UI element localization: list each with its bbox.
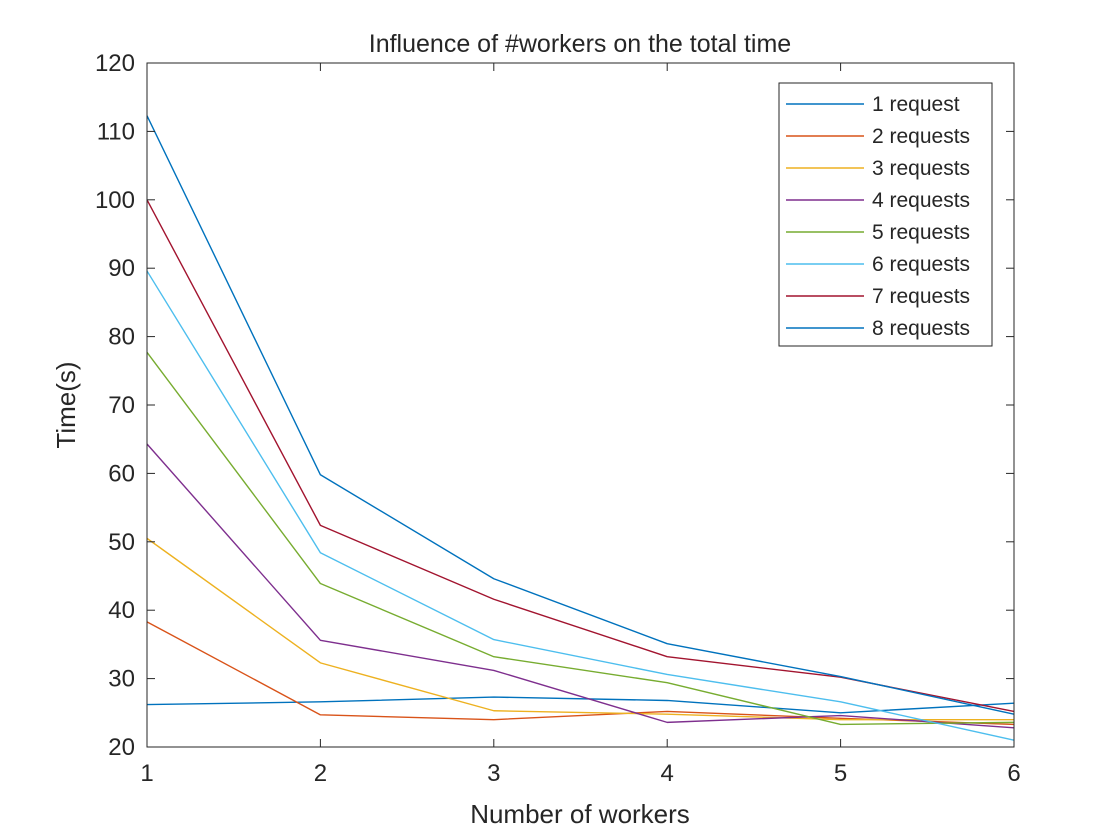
- legend-label-2: 2 requests: [872, 125, 970, 148]
- y-tick-label: 120: [95, 50, 135, 77]
- x-tick-label: 3: [487, 760, 500, 787]
- legend-label-3: 3 requests: [872, 157, 970, 180]
- y-tick-label: 50: [108, 529, 135, 556]
- series-line-8: [146, 115, 1015, 715]
- series-line-6: [146, 270, 1015, 741]
- legend-label-8: 8 requests: [872, 317, 970, 340]
- y-tick-label: 70: [108, 392, 135, 419]
- series-line-3: [146, 537, 1014, 721]
- legend-label-6: 6 requests: [872, 253, 970, 276]
- legend-label-5: 5 requests: [872, 221, 970, 244]
- x-axis: 1 2 3 4 5 6: [140, 63, 1021, 787]
- series-line-5: [146, 351, 1015, 726]
- series-line-1: [146, 696, 1015, 714]
- y-tick-label: 90: [108, 255, 135, 282]
- x-axis-label: Number of workers: [470, 799, 690, 829]
- series-line-2: [146, 621, 1015, 726]
- y-tick-label: 100: [95, 187, 135, 214]
- x-tick-label: 5: [834, 760, 847, 787]
- x-tick-label: 2: [314, 760, 327, 787]
- y-tick-label: 80: [108, 324, 135, 351]
- series-line-4: [146, 443, 1015, 729]
- legend-label-1: 1 request: [872, 93, 960, 116]
- y-axis: 20 30 40 50 60 70 80 90 100 110 120: [95, 50, 1014, 761]
- legend-box: [778, 82, 993, 347]
- x-tick-label: 6: [1007, 760, 1020, 787]
- x-tick-label: 1: [140, 760, 153, 787]
- y-tick-label: 20: [108, 734, 135, 761]
- y-axis-label: Time(s): [51, 361, 81, 448]
- legend: 1 request 2 requests 3 requests 4 requests 5…: [778, 82, 993, 347]
- legend-label-4: 4 requests: [872, 189, 970, 212]
- y-tick-label: 60: [108, 460, 135, 487]
- y-tick-label: 40: [108, 597, 135, 624]
- x-tick-label: 4: [661, 760, 674, 787]
- plot-series: [146, 115, 1015, 741]
- legend-label-7: 7 requests: [872, 285, 970, 308]
- y-tick-label: 110: [97, 118, 135, 145]
- y-tick-label: 30: [108, 666, 135, 693]
- chart-title: Influence of #workers on the total time: [369, 30, 791, 58]
